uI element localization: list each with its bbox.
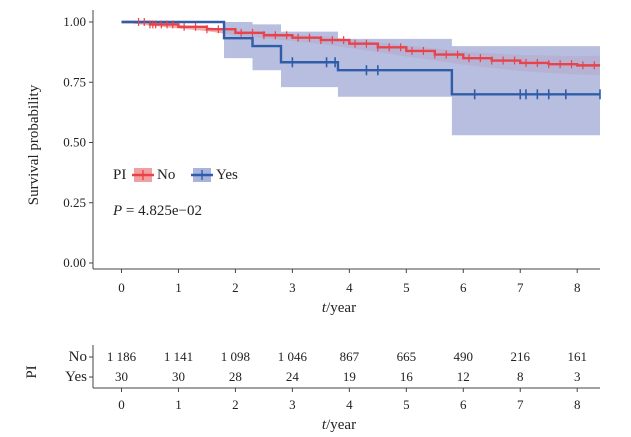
risk-cell: 216 — [510, 349, 530, 364]
risk-cell: 30 — [115, 369, 128, 384]
risk-x-tick-label: 0 — [118, 397, 125, 412]
risk-cell: 665 — [397, 349, 417, 364]
legend-title: PI — [113, 167, 126, 183]
curve-yes — [121, 20, 600, 96]
confidence-bands — [121, 22, 600, 136]
risk-x-tick-label: 8 — [574, 397, 581, 412]
p-value-annotation: P = 4.825e−02 — [112, 203, 202, 219]
risk-cell: 19 — [343, 369, 356, 384]
x-tick-label: 6 — [460, 280, 467, 295]
legend-swatch-no — [132, 168, 154, 182]
legend: PI No Yes — [113, 167, 238, 183]
y-tick-label: 0.75 — [63, 74, 86, 89]
p-value-text: = 4.825e−02 — [122, 203, 202, 219]
risk-x-tick-label: 1 — [175, 397, 182, 412]
p-value-label: P — [112, 203, 122, 219]
risk-cell: 490 — [454, 349, 474, 364]
risk-cell: 24 — [286, 369, 300, 384]
risk-cell: 1 098 — [221, 349, 250, 364]
risk-table-x-label: t/year — [322, 417, 356, 433]
legend-label-yes: Yes — [216, 167, 238, 183]
risk-x-tick-label: 3 — [289, 397, 296, 412]
risk-cell: 12 — [457, 369, 470, 384]
censor-marks — [137, 18, 601, 100]
risk-cell: 3 — [574, 369, 581, 384]
risk-cell: 1 186 — [107, 349, 137, 364]
risk-x-tick-label: 6 — [460, 397, 467, 412]
y-tick-label: 0.25 — [63, 195, 86, 210]
risk-x-tick-label: 5 — [403, 397, 410, 412]
risk-x-tick-label: 2 — [232, 397, 239, 412]
x-tick-label: 1 — [175, 280, 182, 295]
risk-cell: 1 141 — [164, 349, 193, 364]
risk-table: No 1 186 1 141 1 098 1 046 867 665 490 216 161Yes… — [65, 345, 600, 412]
risk-cell: 1 046 — [278, 349, 308, 364]
risk-cell: 8 — [517, 369, 524, 384]
x-axis-label: t/year — [322, 300, 356, 316]
x-tick-label: 7 — [517, 280, 524, 295]
axes: 0.00 0.25 0.50 0.75 1.00 0 1 2 3 4 5 6 7 8 — [63, 10, 600, 295]
risk-x-tick-label: 7 — [517, 397, 524, 412]
x-tick-label: 3 — [289, 280, 296, 295]
band-yes — [121, 22, 600, 136]
y-tick-label: 0.50 — [63, 135, 86, 150]
x-tick-label: 2 — [232, 280, 239, 295]
risk-cell: 28 — [229, 369, 242, 384]
legend-swatch-yes — [191, 168, 213, 182]
risk-x-tick-label: 4 — [346, 397, 353, 412]
legend-label-no: No — [157, 167, 175, 183]
x-tick-label: 0 — [118, 280, 125, 295]
x-tick-label: 4 — [346, 280, 353, 295]
risk-cell: 867 — [340, 349, 360, 364]
risk-row-label: No — [69, 349, 87, 365]
x-tick-label: 5 — [403, 280, 410, 295]
risk-cell: 30 — [172, 369, 185, 384]
risk-cell: 161 — [567, 349, 587, 364]
y-tick-label: 1.00 — [63, 14, 86, 29]
risk-table-title: PI — [24, 365, 40, 378]
y-axis-label: Survival probability — [26, 84, 42, 205]
risk-cell: 16 — [400, 369, 414, 384]
x-tick-label: 8 — [574, 280, 581, 295]
risk-row-label: Yes — [65, 369, 87, 385]
y-tick-label: 0.00 — [63, 255, 86, 270]
